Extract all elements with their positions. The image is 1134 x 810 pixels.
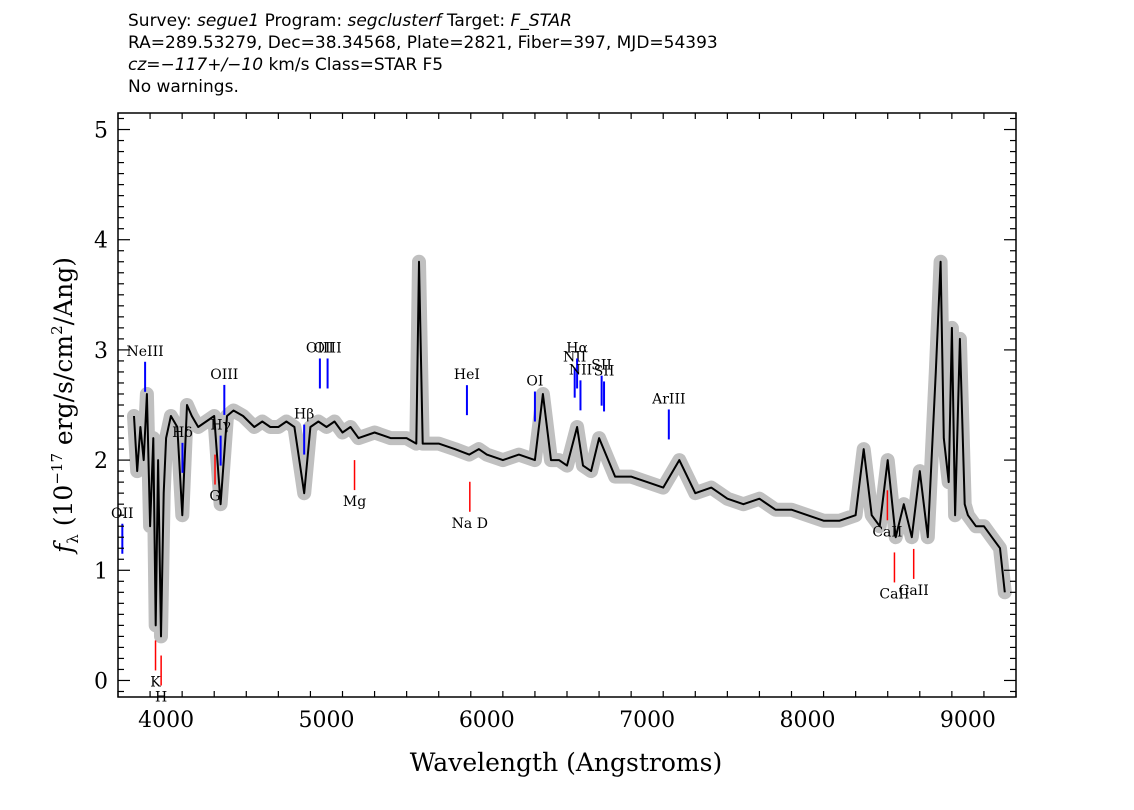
survey-value: segue1 xyxy=(197,11,260,31)
emission-line-label: NII xyxy=(563,350,586,366)
survey-label: Survey: xyxy=(128,11,192,31)
emission-line-label: OIII xyxy=(306,340,334,356)
emission-line-label: HeI xyxy=(454,367,480,383)
x-tick-label: 4000 xyxy=(138,708,194,733)
x-tick-label: 5000 xyxy=(298,708,354,733)
program-value: segclusterf xyxy=(347,11,442,31)
absorption-line-label: K xyxy=(150,674,161,690)
absorption-line-label: Mg xyxy=(343,494,366,510)
emission-line-label: NeIII xyxy=(127,344,164,360)
x-tick-label: 9000 xyxy=(940,708,996,733)
program-label: Program: xyxy=(264,11,343,31)
x-axis-title: Wavelength (Angstroms) xyxy=(410,748,722,777)
spectrum-header: Survey: segue1 Program: segclusterf Targ… xyxy=(128,10,1028,98)
y-tick-label: 0 xyxy=(94,669,108,694)
x-tick-label: 7000 xyxy=(619,708,675,733)
emission-line-label: OIII xyxy=(314,340,342,356)
target-label: Target: xyxy=(446,11,506,31)
header-line-coordinates: RA=289.53279, Dec=38.34568, Plate=2821, … xyxy=(128,33,718,53)
header-line-redshift: cz=−117+/−10 km/s Class=STAR F5 xyxy=(128,54,1028,76)
header-line-survey: Survey: segue1 Program: segclusterf Targ… xyxy=(128,10,1028,32)
emission-line-label: Hα xyxy=(566,340,588,356)
header-line-warnings: No warnings. xyxy=(128,77,239,97)
emission-line-label: Hγ xyxy=(210,418,231,434)
cz-label: cz= xyxy=(128,55,161,75)
x-tick-label: 6000 xyxy=(459,708,515,733)
emission-line-label: Hβ xyxy=(294,407,314,423)
emission-line-label: OI xyxy=(526,374,543,390)
emission-line-label: SII xyxy=(594,363,615,379)
emission-line-label: NII xyxy=(569,362,592,378)
absorption-line-label: Na D xyxy=(452,516,488,532)
emission-line-label: OIII xyxy=(210,367,238,383)
y-tick-label: 5 xyxy=(94,119,108,144)
y-tick-label: 4 xyxy=(94,229,108,254)
plot-frame xyxy=(117,112,1017,698)
y-tick-label: 2 xyxy=(94,449,108,474)
emission-line-label: OII xyxy=(111,506,134,522)
absorption-line-label: CaII xyxy=(899,583,929,599)
x-tick-label: 8000 xyxy=(780,708,836,733)
absorption-line-label: CaII xyxy=(872,524,902,540)
emission-line-label: SII xyxy=(591,358,612,374)
emission-line-label: Hδ xyxy=(172,425,193,441)
y-axis-title: fλ (10−17 erg/s/cm2/Ang) xyxy=(48,257,82,555)
class-text: km/s Class=STAR F5 xyxy=(263,55,444,75)
y-tick-label: 3 xyxy=(94,339,108,364)
emission-line-label: ArIII xyxy=(651,391,685,407)
target-value: F_STAR xyxy=(510,11,572,31)
error-band xyxy=(127,254,1012,644)
y-tick-label: 1 xyxy=(94,559,108,584)
spectrum-line xyxy=(133,260,1006,638)
absorption-line-label: G xyxy=(209,489,220,505)
absorption-line-label: CaII xyxy=(879,586,909,602)
cz-value: −117+/−10 xyxy=(160,55,264,75)
